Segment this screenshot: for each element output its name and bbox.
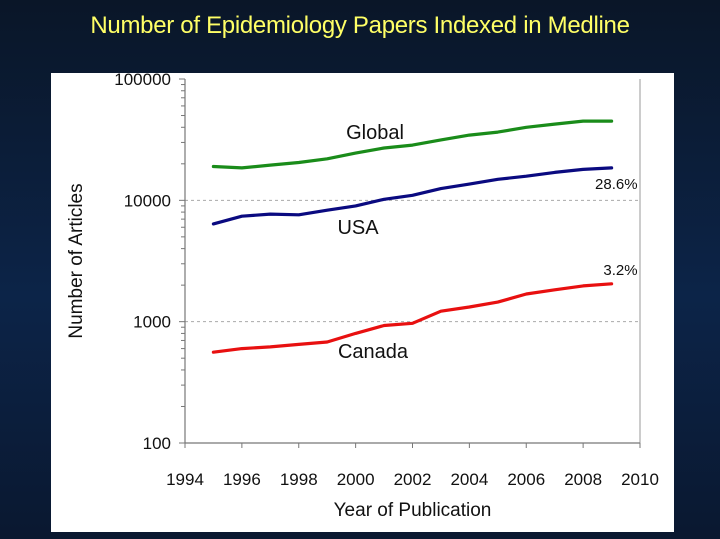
series-line-global bbox=[211, 119, 614, 170]
x-tick-label: 1996 bbox=[223, 470, 261, 489]
series-label-usa: USA bbox=[337, 217, 379, 239]
y-axis-title: Number of Articles bbox=[66, 183, 87, 338]
series-line-usa bbox=[211, 166, 614, 226]
x-tick-label: 2002 bbox=[394, 470, 432, 489]
y-tick-label: 10000 bbox=[124, 191, 171, 210]
series-lines bbox=[211, 119, 614, 354]
x-tick-label: 2000 bbox=[337, 470, 375, 489]
y-tick-label: 100000 bbox=[114, 70, 171, 89]
y-tick-label: 1000 bbox=[133, 313, 171, 332]
x-tick-label: 1994 bbox=[166, 470, 204, 489]
annotation-usa: 28.6% bbox=[595, 176, 638, 193]
chart-title: Number of Epidemiology Papers Indexed in… bbox=[90, 12, 630, 39]
labels: 100 1000 10000 100000 1994 1996 1998 2000 2002 20… bbox=[66, 70, 659, 521]
x-tick-label: 2004 bbox=[450, 470, 488, 489]
x-tick-label: 2008 bbox=[564, 470, 602, 489]
axes bbox=[179, 78, 641, 448]
series-line-canada bbox=[211, 282, 614, 354]
x-tick-label: 1998 bbox=[280, 470, 318, 489]
series-label-global: Global bbox=[346, 122, 404, 144]
chart-panel bbox=[51, 73, 674, 532]
x-tick-label: 2010 bbox=[621, 470, 659, 489]
gridlines bbox=[185, 199, 640, 323]
annotation-canada: 3.2% bbox=[603, 262, 637, 279]
series-label-canada: Canada bbox=[338, 341, 409, 363]
x-tick-label: 2006 bbox=[507, 470, 545, 489]
y-tick-label: 100 bbox=[143, 434, 171, 453]
x-axis-title: Year of Publication bbox=[334, 500, 492, 521]
